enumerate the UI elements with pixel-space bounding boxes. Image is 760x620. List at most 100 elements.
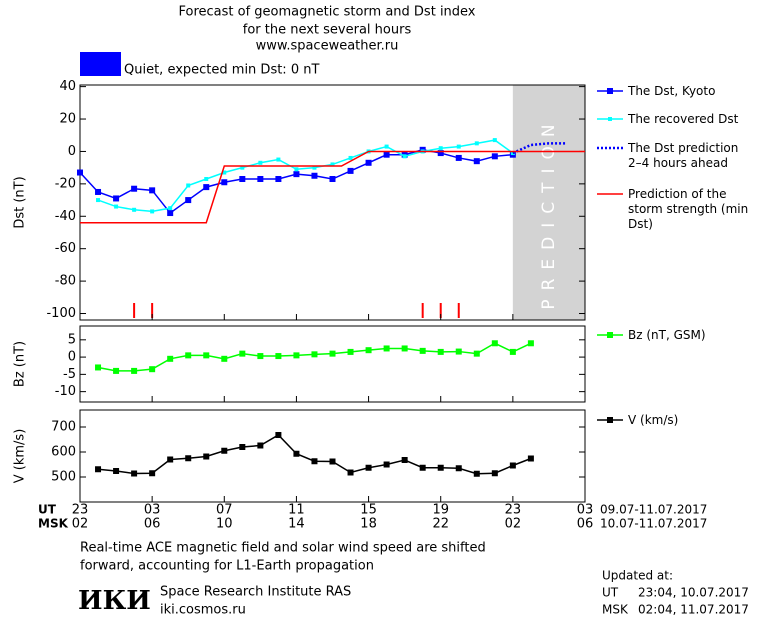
data-point xyxy=(95,364,102,371)
data-point xyxy=(221,179,228,186)
data-point xyxy=(131,470,138,477)
legend-label: The Dst, Kyoto xyxy=(627,84,715,98)
data-point xyxy=(203,352,210,359)
x-tick-label-msk: 22 xyxy=(432,517,449,532)
data-point xyxy=(365,159,372,166)
title-line: Forecast of geomagnetic storm and Dst in… xyxy=(178,5,475,20)
x-tick-label-msk: 14 xyxy=(288,517,305,532)
x-tick-label-msk: 02 xyxy=(72,517,89,532)
data-point xyxy=(95,188,102,195)
data-point xyxy=(167,456,174,463)
y-tick-label: -5 xyxy=(63,367,76,382)
status-swatch xyxy=(80,52,121,76)
institute: Space Research Institute RAS xyxy=(160,585,351,600)
data-point xyxy=(185,352,192,359)
data-point xyxy=(437,348,444,355)
y-tick-label: 500 xyxy=(51,470,76,485)
y-tick-label: 0 xyxy=(68,350,76,365)
data-point xyxy=(455,348,462,355)
plot-frame xyxy=(79,409,586,503)
y-tick-label: -80 xyxy=(55,274,76,289)
data-point xyxy=(293,450,300,457)
data-point xyxy=(473,158,480,165)
data-point xyxy=(149,366,156,373)
x-tick-label: 23 xyxy=(505,503,522,518)
x-tick-label-msk: 18 xyxy=(360,517,377,532)
y-tick-label: 40 xyxy=(59,79,76,94)
title-line: www.spaceweather.ru xyxy=(256,39,399,54)
data-point xyxy=(168,206,173,211)
data-point xyxy=(239,444,246,450)
data-point xyxy=(113,367,120,374)
series-line xyxy=(97,434,532,475)
data-point xyxy=(311,172,318,179)
data-point xyxy=(239,350,246,357)
data-point xyxy=(474,141,479,146)
data-point xyxy=(221,355,228,362)
legend-label: Prediction of the storm strength (min Ds… xyxy=(628,187,752,231)
legend-label: V (km/s) xyxy=(628,413,678,427)
y-tick-label: -20 xyxy=(55,176,76,191)
data-point xyxy=(203,453,210,460)
data-point xyxy=(257,353,264,360)
y-tick-label: 5 xyxy=(68,332,76,347)
data-point xyxy=(222,170,227,175)
x-tick-label: 23 xyxy=(72,503,89,518)
data-point xyxy=(401,345,408,352)
updated-value: 23:04, 10.07.2017 xyxy=(638,586,749,600)
y-tick-label: -100 xyxy=(46,306,76,321)
series-line xyxy=(97,139,514,213)
legend-marker xyxy=(607,417,613,423)
data-point xyxy=(186,183,191,188)
data-point xyxy=(257,442,264,449)
legend-marker xyxy=(607,332,613,338)
data-point xyxy=(348,155,353,160)
data-point xyxy=(275,353,282,360)
legend-label: Bz (nT, GSM) xyxy=(628,328,706,342)
x-tick-label-msk: 06 xyxy=(144,517,161,532)
data-point xyxy=(204,177,209,181)
y-axis-label: Dst (nT) xyxy=(13,176,28,228)
data-point xyxy=(437,464,444,471)
data-point xyxy=(96,198,101,203)
plot-frame xyxy=(79,84,586,321)
data-point xyxy=(527,340,534,347)
data-point xyxy=(203,184,210,191)
data-point xyxy=(365,347,372,354)
data-point xyxy=(276,157,281,162)
legend-marker xyxy=(608,117,612,121)
date-range: 10.07-11.07.2017 xyxy=(600,517,707,531)
data-point xyxy=(131,185,138,192)
data-point xyxy=(401,457,408,463)
x-tick-label-msk: 06 xyxy=(577,517,594,532)
data-point xyxy=(347,469,354,476)
data-point xyxy=(312,165,317,170)
x-tick-label: 03 xyxy=(577,503,594,518)
x-row-label: MSK xyxy=(38,517,69,531)
data-point xyxy=(185,197,192,204)
data-point xyxy=(419,464,426,471)
data-point xyxy=(77,169,83,176)
data-point xyxy=(437,150,444,157)
data-point xyxy=(329,458,336,465)
data-point xyxy=(114,204,119,209)
data-point xyxy=(240,165,245,170)
prediction-area xyxy=(512,85,585,320)
x-tick-label: 15 xyxy=(360,503,377,518)
data-point xyxy=(150,209,155,214)
data-point xyxy=(167,355,174,362)
data-point xyxy=(113,468,120,474)
data-point xyxy=(365,464,372,471)
legend-label: The Dst prediction 2–4 hours ahead xyxy=(627,141,742,170)
prediction-label: PREDICTION xyxy=(539,115,559,309)
updated-label: MSK xyxy=(602,603,629,617)
data-point xyxy=(473,470,480,477)
data-point xyxy=(257,176,264,182)
y-tick-label: -40 xyxy=(55,209,76,224)
x-tick-label: 11 xyxy=(288,503,305,518)
y-tick-label: -10 xyxy=(55,384,76,399)
data-point xyxy=(185,455,192,462)
data-point xyxy=(131,367,138,374)
updated-label: UT xyxy=(602,586,619,600)
series-line xyxy=(79,149,513,215)
